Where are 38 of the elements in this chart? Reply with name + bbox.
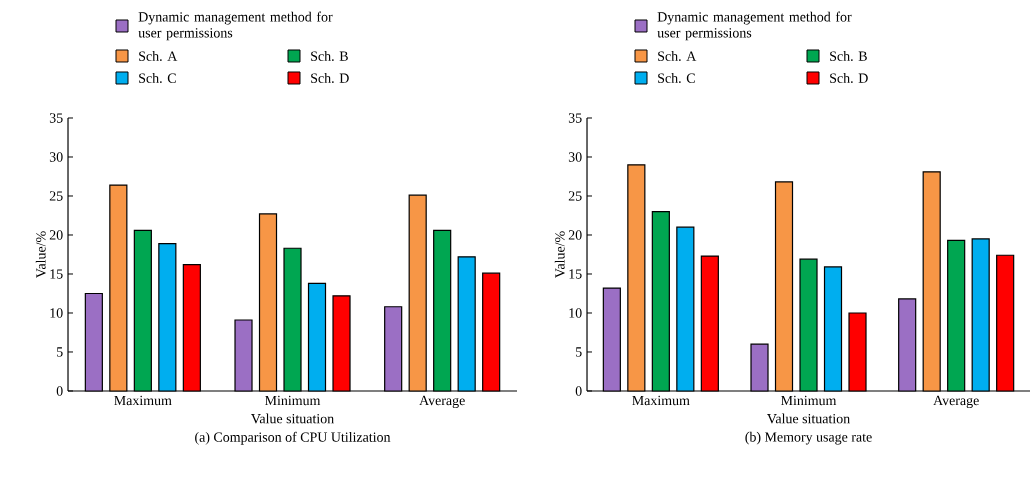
y-tick-label: 25 <box>568 191 582 201</box>
y-tick-label: 0 <box>56 386 63 396</box>
y-axis-title: Value/% <box>554 231 565 278</box>
y-tick-label: 35 <box>49 113 63 123</box>
y-axis-title: Value/% <box>35 231 46 278</box>
x-tick-label: Minimum <box>781 395 837 406</box>
text: (b) Memory usage rate <box>745 431 872 445</box>
y-tick-label: 5 <box>576 347 582 357</box>
legend-label: Sch. D <box>830 73 868 83</box>
y-tick-label: 30 <box>49 152 63 162</box>
x-axis-title: Value situation <box>767 413 850 424</box>
x-tick-label: Maximum <box>114 395 172 406</box>
x-tick-label: Average <box>933 395 979 409</box>
legend-label: Sch. A <box>658 51 697 61</box>
y-tick-label: 15 <box>50 269 63 279</box>
y-tick-label: 5 <box>57 347 63 357</box>
y-tick-label: 10 <box>50 308 63 318</box>
legend-label: Sch. A <box>139 51 178 61</box>
x-tick-label: Minimum <box>265 395 321 406</box>
y-tick-label: 25 <box>49 191 63 201</box>
y-tick-label: 20 <box>568 230 582 240</box>
y-tick-label: 0 <box>575 386 582 396</box>
y-tick-label: 20 <box>49 230 63 240</box>
x-tick-label: Average <box>419 395 465 409</box>
y-tick-label: 15 <box>569 269 582 279</box>
y-tick-label: 10 <box>569 308 582 318</box>
legend-label: Dynamic management method for user permissions <box>657 11 852 41</box>
legend-label: Sch. C <box>658 73 695 83</box>
legend-label: Sch. B <box>830 51 867 61</box>
legend-label: Sch. B <box>311 51 348 61</box>
text: (a) Comparison of CPU Utilization <box>195 431 391 445</box>
legend-label: Sch. D <box>311 73 349 83</box>
x-tick-label: Maximum <box>632 395 690 406</box>
legend-label: Sch. C <box>139 73 176 83</box>
legend-label: Dynamic management method for user permissions <box>138 11 333 41</box>
y-tick-label: 30 <box>568 152 582 162</box>
x-axis-title: Value situation <box>251 413 334 424</box>
y-tick-label: 35 <box>568 113 582 123</box>
